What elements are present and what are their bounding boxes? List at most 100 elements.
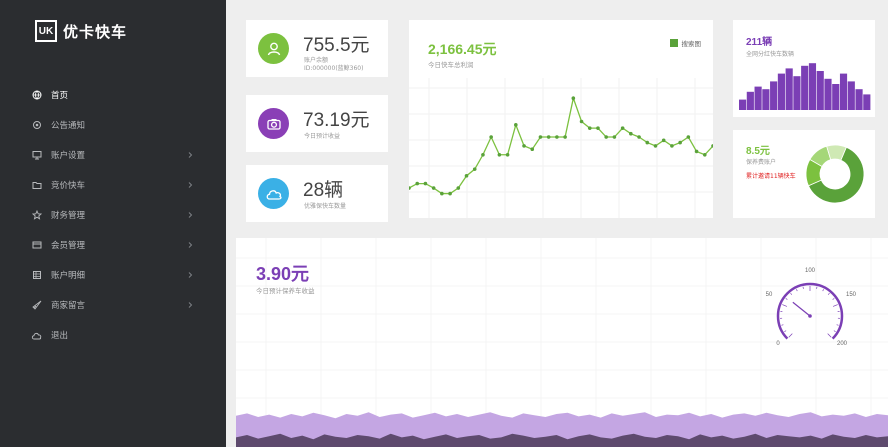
gauge-tick bbox=[832, 304, 838, 307]
bar bbox=[801, 65, 809, 110]
maintenance-income-value: 3.90元 bbox=[256, 264, 310, 284]
balance-card: 755.5元 账户余额 ID:000000(蓝鲸360) bbox=[246, 20, 388, 77]
data-point bbox=[645, 140, 650, 145]
sidebar-nav: 首页公告通知账户设置 竞价快车 财务管理会员管理账户明细商家留言退出 bbox=[0, 80, 226, 350]
income-area-chart bbox=[236, 412, 888, 447]
sidebar-item-label: 商家留言 bbox=[51, 301, 86, 311]
profit-value: 2,166.45元 bbox=[428, 41, 497, 57]
balance-account-id: ID:000000(蓝鲸360) bbox=[304, 65, 364, 72]
globe-icon bbox=[31, 90, 42, 101]
sidebar-item-6[interactable]: 会员管理 bbox=[0, 230, 226, 260]
speed-gauge: 0 50 100 150 200 bbox=[766, 268, 857, 347]
cloud-icon bbox=[258, 178, 289, 209]
chevron-right-icon bbox=[186, 301, 194, 309]
bar bbox=[739, 99, 747, 110]
data-point bbox=[678, 140, 682, 145]
sidebar-item-1[interactable]: 首页 bbox=[0, 80, 226, 110]
gauge-needle bbox=[792, 301, 811, 317]
gauge-arc bbox=[776, 282, 844, 340]
gauge-tick bbox=[822, 289, 824, 292]
rocket-icon bbox=[31, 300, 42, 311]
card-icon bbox=[31, 240, 42, 251]
brand-name: 优卡快车 bbox=[63, 22, 128, 41]
data-point bbox=[505, 152, 510, 157]
balance-label: 账户余额 bbox=[304, 57, 329, 64]
daily-income-label: 今日预计收益 bbox=[304, 133, 341, 140]
bar bbox=[855, 89, 863, 110]
data-point bbox=[514, 123, 518, 127]
data-point bbox=[571, 96, 576, 100]
user-icon bbox=[258, 33, 289, 64]
sidebar-item-9[interactable]: 退出 bbox=[0, 320, 226, 350]
data-point bbox=[686, 135, 691, 139]
data-point bbox=[563, 135, 567, 139]
bar bbox=[832, 84, 840, 110]
donut-slice bbox=[807, 146, 865, 204]
data-point bbox=[522, 144, 526, 148]
gauge-tick bbox=[833, 330, 836, 332]
profit-chart-card: 2,166.45元 今日快车总利润 搜索图 bbox=[409, 20, 713, 218]
data-point bbox=[702, 152, 707, 157]
bar bbox=[793, 76, 801, 110]
sidebar-item-7[interactable]: 账户明细 bbox=[0, 260, 226, 290]
gauge-hub bbox=[808, 314, 812, 318]
star-icon bbox=[31, 210, 42, 221]
gauge-label: 0 bbox=[776, 341, 780, 347]
sidebar-item-5[interactable]: 财务管理 bbox=[0, 200, 226, 230]
monitor-icon bbox=[31, 150, 42, 161]
daily-income-card: 73.19元 今日预计收益 bbox=[246, 95, 388, 152]
bar bbox=[754, 86, 762, 110]
gauge-label: 50 bbox=[766, 292, 773, 298]
gauge-label: 100 bbox=[805, 268, 816, 274]
chevron-right-icon bbox=[186, 181, 194, 189]
bar bbox=[839, 73, 848, 110]
sidebar-item-3[interactable]: 账户设置 bbox=[0, 140, 226, 170]
data-point bbox=[670, 144, 674, 148]
data-point bbox=[456, 186, 461, 190]
maintenance-account-card: 8.5元 保养费账户 累计邀请11辆快车 bbox=[733, 130, 875, 218]
chart-legend[interactable]: 搜索图 bbox=[669, 38, 701, 48]
data-point bbox=[448, 191, 452, 196]
sidebar-item-8[interactable]: 商家留言 bbox=[0, 290, 226, 320]
gauge-tick bbox=[784, 330, 787, 332]
area-series-2 bbox=[236, 433, 888, 447]
gauge-tick bbox=[785, 298, 788, 300]
data-point bbox=[620, 126, 625, 130]
data-point bbox=[546, 135, 551, 139]
balance-value: 755.5元 bbox=[303, 35, 370, 56]
data-point bbox=[694, 149, 699, 154]
sidebar-item-label: 会员管理 bbox=[51, 241, 86, 251]
data-point bbox=[481, 152, 485, 157]
chevron-right-icon bbox=[186, 241, 194, 249]
brand-logo[interactable]: UK 优卡快车 bbox=[35, 20, 127, 42]
data-point bbox=[604, 135, 608, 139]
gauge-tick bbox=[790, 292, 793, 295]
car-count-label: 优雅保快车数量 bbox=[304, 203, 347, 210]
dividend-bar-chart bbox=[739, 63, 871, 110]
chevron-right-icon bbox=[186, 271, 194, 279]
grid-icon bbox=[31, 270, 42, 281]
sidebar-item-2[interactable]: 公告通知 bbox=[0, 110, 226, 140]
data-point bbox=[587, 126, 592, 130]
data-point bbox=[711, 144, 713, 148]
bar bbox=[808, 63, 817, 110]
data-point bbox=[637, 135, 641, 139]
invite-warning: 累计邀请11辆快车 bbox=[746, 173, 796, 180]
maintenance-value: 8.5元 bbox=[746, 146, 770, 157]
data-point bbox=[440, 191, 444, 196]
legend-swatch bbox=[669, 39, 678, 47]
sidebar-item-label: 公告通知 bbox=[51, 121, 86, 131]
daily-income-value: 73.19元 bbox=[303, 110, 370, 131]
sidebar-item-4[interactable]: 竞价快车 bbox=[0, 170, 226, 200]
donut-slice bbox=[826, 144, 847, 161]
profit-line-chart bbox=[409, 78, 713, 218]
data-point bbox=[464, 174, 469, 178]
data-point bbox=[431, 186, 436, 190]
bar bbox=[824, 78, 832, 110]
data-point bbox=[423, 181, 428, 186]
chevron-right-icon bbox=[186, 211, 194, 219]
series-line bbox=[409, 95, 713, 195]
chevron-right-icon bbox=[186, 151, 194, 159]
data-point bbox=[653, 144, 658, 148]
maintenance-income-card: 3.90元 今日预计保养车收益 0 50 100 150 200 bbox=[236, 238, 888, 447]
